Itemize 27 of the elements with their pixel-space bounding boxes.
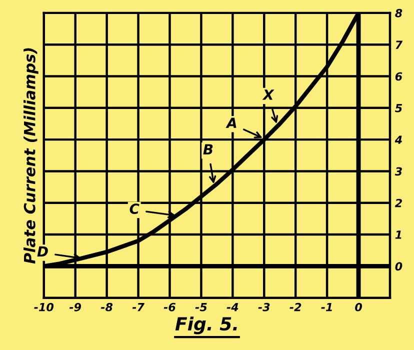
annotation: X xyxy=(262,90,274,100)
x-tick-label: -3 xyxy=(258,302,270,312)
annotation: A xyxy=(226,118,236,128)
y-tick-label: 7 xyxy=(396,40,403,49)
y-tick-label: 2 xyxy=(394,198,402,208)
y-tick-label: 0 xyxy=(395,262,402,271)
x-tick-label: -5 xyxy=(195,303,207,312)
annotation: B xyxy=(203,144,213,154)
x-tick-label: -7 xyxy=(132,303,144,312)
x-tick-label: -9 xyxy=(69,302,82,312)
x-tick-label: -2 xyxy=(290,302,302,312)
y-tick-label: 8 xyxy=(395,8,402,18)
y-tick-label: 4 xyxy=(394,136,402,144)
x-tick-label: -10 xyxy=(34,302,54,312)
y-tick-label: 5 xyxy=(394,104,402,112)
x-tick-label: -6 xyxy=(164,302,176,312)
annotation: D xyxy=(37,246,48,257)
x-tick-label: 0 xyxy=(355,302,362,312)
y-axis-title: Plate Current (Milliamps) xyxy=(24,48,38,264)
annotation: C xyxy=(130,204,140,214)
y-tick-label: 6 xyxy=(395,72,402,81)
x-tick-label: -8 xyxy=(100,302,113,312)
x-tick-label: -1 xyxy=(321,303,332,312)
y-tick-label: 1 xyxy=(395,230,402,239)
x-tick-label: -4 xyxy=(226,303,238,312)
y-tick-label: 3 xyxy=(394,167,402,176)
text: Fig. 5. xyxy=(175,316,237,334)
